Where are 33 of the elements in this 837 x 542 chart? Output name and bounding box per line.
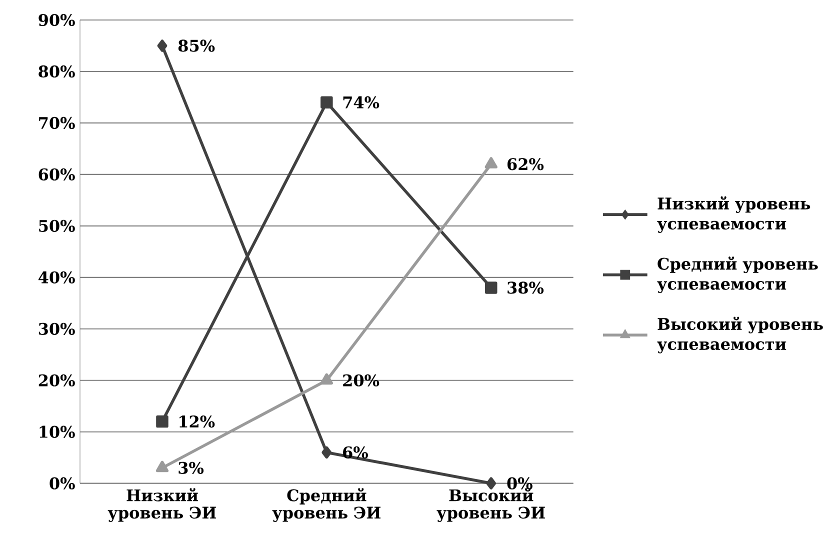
y-tick-label: 0% — [50, 477, 75, 490]
data-label: 3% — [178, 462, 204, 474]
point — [322, 446, 332, 459]
legend-label: Высокий уровень успеваемости — [657, 316, 823, 354]
y-tick-label: 10% — [40, 426, 75, 438]
data-label: 12% — [180, 416, 215, 428]
point — [484, 157, 498, 168]
point — [484, 282, 498, 294]
y-tick-label: 50% — [39, 220, 75, 232]
data-label: 6% — [343, 446, 368, 458]
x-tick-label: Низкий уровень ЭИ — [108, 488, 216, 522]
point — [157, 40, 168, 52]
y-tick-label: 70% — [39, 116, 75, 130]
data-label: 62% — [508, 158, 544, 170]
x-tick-label: Средний уровень ЭИ — [272, 488, 380, 522]
y-tick-label: 80% — [38, 65, 75, 78]
point — [156, 460, 169, 472]
data-label: 74% — [343, 96, 380, 108]
data-label: 38% — [508, 282, 544, 294]
data-label: 20% — [343, 374, 380, 386]
legend-label: Средний уровень успеваемости — [657, 256, 818, 294]
y-tick-label: 40% — [38, 271, 75, 284]
y-tick-label: 90% — [38, 14, 75, 26]
y-tick-label: 20% — [38, 374, 75, 386]
legend-label: Низкий уровень успеваемости — [657, 196, 810, 233]
point — [156, 415, 168, 428]
data-label: 85% — [178, 40, 215, 52]
point — [320, 96, 333, 108]
x-tick-label: Высокий уровень ЭИ — [436, 488, 545, 522]
y-tick-label: 30% — [38, 322, 75, 335]
data-label: 0% — [507, 477, 532, 490]
y-tick-label: 60% — [38, 168, 75, 180]
point — [320, 373, 333, 385]
